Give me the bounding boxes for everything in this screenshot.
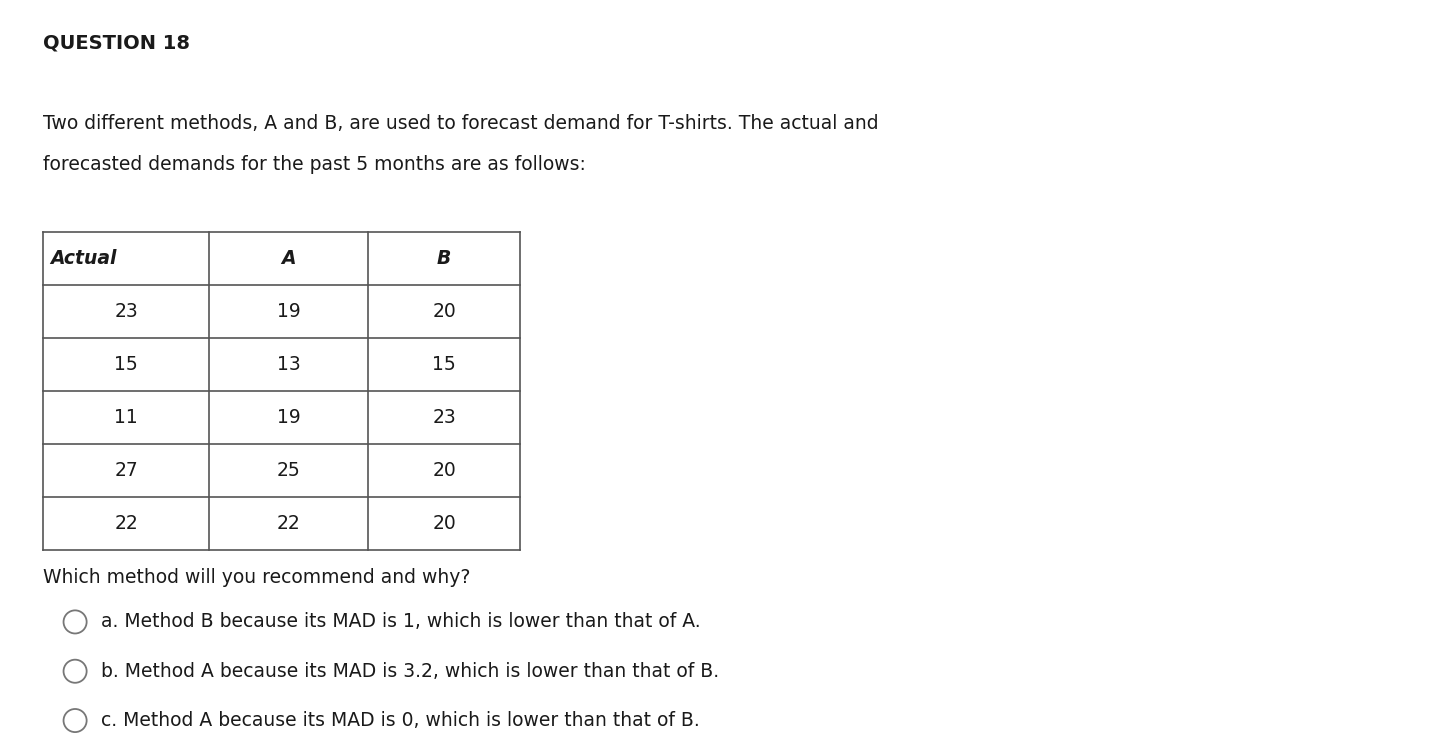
Text: B: B	[438, 249, 451, 268]
Text: 19: 19	[277, 408, 300, 427]
Text: 23: 23	[114, 302, 139, 321]
Text: 13: 13	[277, 355, 300, 374]
Text: 22: 22	[114, 514, 139, 533]
Text: 23: 23	[432, 408, 456, 427]
Text: 15: 15	[114, 355, 139, 374]
Text: 22: 22	[277, 514, 300, 533]
Text: Actual: Actual	[51, 249, 117, 268]
Text: forecasted demands for the past 5 months are as follows:: forecasted demands for the past 5 months…	[43, 155, 586, 174]
Text: b. Method A because its MAD is 3.2, which is lower than that of B.: b. Method A because its MAD is 3.2, whic…	[101, 662, 719, 681]
Text: QUESTION 18: QUESTION 18	[43, 33, 191, 52]
Text: 20: 20	[432, 302, 456, 321]
Text: a. Method B because its MAD is 1, which is lower than that of A.: a. Method B because its MAD is 1, which …	[101, 612, 700, 631]
Text: 19: 19	[277, 302, 300, 321]
Text: Two different methods, A and B, are used to forecast demand for T-shirts. The ac: Two different methods, A and B, are used…	[43, 114, 879, 133]
Text: c. Method A because its MAD is 0, which is lower than that of B.: c. Method A because its MAD is 0, which …	[101, 711, 700, 730]
Text: 20: 20	[432, 514, 456, 533]
Text: 25: 25	[277, 461, 300, 480]
Text: 11: 11	[114, 408, 139, 427]
Text: 20: 20	[432, 461, 456, 480]
Text: Which method will you recommend and why?: Which method will you recommend and why?	[43, 568, 471, 587]
Text: A: A	[282, 249, 296, 268]
Text: 27: 27	[114, 461, 139, 480]
Text: 15: 15	[432, 355, 456, 374]
